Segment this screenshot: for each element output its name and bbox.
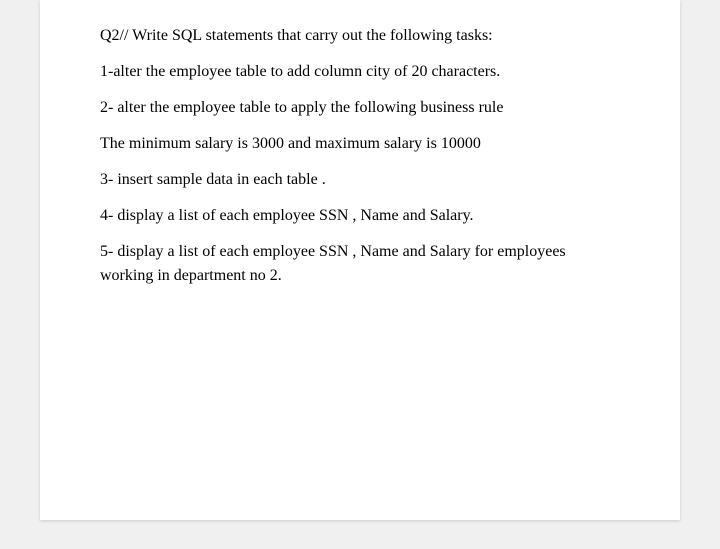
- document-page: Q2// Write SQL statements that carry out…: [40, 0, 680, 520]
- task-item-1: 1-alter the employee table to add column…: [100, 60, 620, 84]
- task-item-2-detail: The minimum salary is 3000 and maximum s…: [100, 132, 620, 156]
- task-item-5: 5- display a list of each employee SSN ,…: [100, 240, 620, 288]
- question-heading: Q2// Write SQL statements that carry out…: [100, 24, 620, 48]
- task-item-4: 4- display a list of each employee SSN ,…: [100, 204, 620, 228]
- task-item-2: 2- alter the employee table to apply the…: [100, 96, 620, 120]
- task-item-3: 3- insert sample data in each table .: [100, 168, 620, 192]
